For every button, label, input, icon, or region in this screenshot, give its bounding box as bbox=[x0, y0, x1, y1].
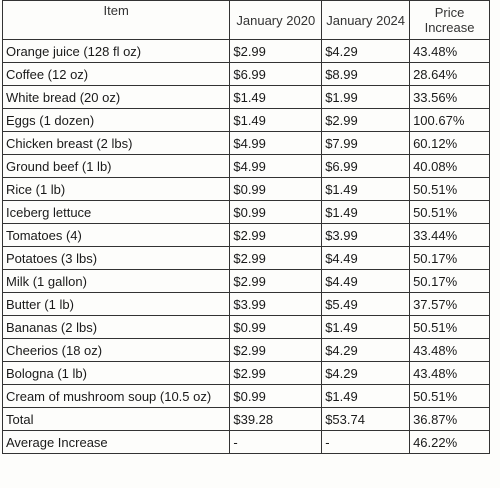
table-cell: $1.49 bbox=[321, 384, 411, 408]
table-cell: $4.49 bbox=[321, 246, 411, 270]
table-row: Tomatoes (4) $2.99 $3.99 33.44% bbox=[1, 223, 490, 247]
table-cell: $2.99 bbox=[229, 223, 323, 247]
table-cell: $1.49 bbox=[229, 85, 323, 109]
table-cell: 50.51% bbox=[409, 384, 490, 408]
table-cell: $1.99 bbox=[321, 85, 411, 109]
table-cell: $1.49 bbox=[321, 177, 411, 201]
table-row: Butter (1 lb) $3.99 $5.49 37.57% bbox=[1, 292, 490, 316]
table-cell: $7.99 bbox=[321, 131, 411, 155]
table-cell: Ground beef (1 lb) bbox=[1, 154, 231, 178]
table-cell: $4.99 bbox=[229, 131, 323, 155]
table-cell: $39.28 bbox=[229, 407, 323, 431]
table-cell: $53.74 bbox=[321, 407, 411, 431]
table-cell: $8.99 bbox=[321, 62, 411, 86]
table-cell: $5.49 bbox=[321, 292, 411, 316]
table-row: Coffee (12 oz) $6.99 $8.99 28.64% bbox=[1, 62, 490, 86]
table-cell: $2.99 bbox=[229, 246, 323, 270]
table-cell: $3.99 bbox=[229, 292, 323, 316]
table-cell: $2.99 bbox=[229, 269, 323, 293]
column-header: January 2020 bbox=[229, 0, 323, 40]
table-row: Average Increase - -46.22% bbox=[1, 430, 490, 454]
table-cell: Total bbox=[1, 407, 231, 431]
table-cell: $0.99 bbox=[229, 384, 323, 408]
table-cell: $0.99 bbox=[229, 315, 323, 339]
table-row: Eggs (1 dozen) $1.49 $2.99 100.67% bbox=[1, 108, 490, 132]
table-cell: $4.99 bbox=[229, 154, 323, 178]
table-cell: $2.99 bbox=[229, 39, 323, 63]
table-cell: 50.51% bbox=[409, 200, 490, 224]
table-cell: Iceberg lettuce bbox=[1, 200, 231, 224]
table-cell: Cream of mushroom soup (10.5 oz) bbox=[1, 384, 231, 408]
table-cell: - bbox=[321, 430, 411, 454]
table-row: White bread (20 oz) $1.49 $1.99 33.56% bbox=[1, 85, 490, 109]
table-cell: $0.99 bbox=[229, 177, 323, 201]
table-cell: Coffee (12 oz) bbox=[1, 62, 231, 86]
table-cell: $4.49 bbox=[321, 269, 411, 293]
header-row: Item January 2020 January 2024 Price Increa… bbox=[1, 0, 490, 40]
table-cell: Rice (1 lb) bbox=[1, 177, 231, 201]
table-row: Milk (1 gallon) $2.99 $4.49 50.17% bbox=[1, 269, 490, 293]
table-cell: White bread (20 oz) bbox=[1, 85, 231, 109]
table-row: Iceberg lettuce $0.99 $1.49 50.51% bbox=[1, 200, 490, 224]
table-cell: $4.29 bbox=[321, 39, 411, 63]
table-row: Rice (1 lb) $0.99 $1.49 50.51% bbox=[1, 177, 490, 201]
table-cell: Eggs (1 dozen) bbox=[1, 108, 231, 132]
table-row: Potatoes (3 lbs) $2.99 $4.49 50.17% bbox=[1, 246, 490, 270]
column-header: Price Increase bbox=[409, 0, 490, 40]
table-cell: 50.51% bbox=[409, 177, 490, 201]
table-row: Ground beef (1 lb) $4.99 $6.99 40.08% bbox=[1, 154, 490, 178]
table-cell: 50.17% bbox=[409, 269, 490, 293]
table-cell: 37.57% bbox=[409, 292, 490, 316]
table-cell: 50.51% bbox=[409, 315, 490, 339]
table-cell: $4.29 bbox=[321, 361, 411, 385]
table-cell: $3.99 bbox=[321, 223, 411, 247]
table-cell: 60.12% bbox=[409, 131, 490, 155]
table-cell: 43.48% bbox=[409, 338, 490, 362]
table-cell: 28.64% bbox=[409, 62, 490, 86]
table-cell: 36.87% bbox=[409, 407, 490, 431]
table-cell: 40.08% bbox=[409, 154, 490, 178]
table-cell: $1.49 bbox=[229, 108, 323, 132]
table-cell: 43.48% bbox=[409, 361, 490, 385]
column-header: January 2024 bbox=[321, 0, 411, 40]
table-cell: $2.99 bbox=[229, 361, 323, 385]
table-row: Orange juice (128 fl oz) $2.99 $4.29 43.48% bbox=[1, 39, 490, 63]
table-row: Bologna (1 lb) $2.99 $4.29 43.48% bbox=[1, 361, 490, 385]
table-cell: $6.99 bbox=[229, 62, 323, 86]
table-cell: Bananas (2 lbs) bbox=[1, 315, 231, 339]
table-cell: 100.67% bbox=[409, 108, 490, 132]
table-cell: $1.49 bbox=[321, 200, 411, 224]
table-cell: Chicken breast (2 lbs) bbox=[1, 131, 231, 155]
table-cell: Butter (1 lb) bbox=[1, 292, 231, 316]
table-row: Cream of mushroom soup (10.5 oz) $0.99 $1.… bbox=[1, 384, 490, 408]
table-row: Chicken breast (2 lbs) $4.99 $7.99 60.12% bbox=[1, 131, 490, 155]
table-cell: $0.99 bbox=[229, 200, 323, 224]
table-cell: $1.49 bbox=[321, 315, 411, 339]
table-cell: 46.22% bbox=[409, 430, 490, 454]
table-cell: Tomatoes (4) bbox=[1, 223, 231, 247]
table-row: Total $39.28 $53.74 36.87% bbox=[1, 407, 490, 431]
table-cell: $2.99 bbox=[229, 338, 323, 362]
table-cell: Orange juice (128 fl oz) bbox=[1, 39, 231, 63]
column-header: Item bbox=[1, 0, 231, 40]
table-cell: $2.99 bbox=[321, 108, 411, 132]
table-cell: Potatoes (3 lbs) bbox=[1, 246, 231, 270]
table-cell: Milk (1 gallon) bbox=[1, 269, 231, 293]
table-row: Bananas (2 lbs) $0.99 $1.49 50.51% bbox=[1, 315, 490, 339]
table-cell: Cheerios (18 oz) bbox=[1, 338, 231, 362]
table-cell: Bologna (1 lb) bbox=[1, 361, 231, 385]
table-cell: - bbox=[229, 430, 323, 454]
table-cell: 33.44% bbox=[409, 223, 490, 247]
table-cell: Average Increase bbox=[1, 430, 231, 454]
table-cell: $6.99 bbox=[321, 154, 411, 178]
table-cell: $4.29 bbox=[321, 338, 411, 362]
table-row: Cheerios (18 oz) $2.99 $4.29 43.48% bbox=[1, 338, 490, 362]
table-cell: 50.17% bbox=[409, 246, 490, 270]
table-cell: 43.48% bbox=[409, 39, 490, 63]
price-table: Item January 2020 January 2024 Price Increa… bbox=[1, 0, 490, 454]
table-cell: 33.56% bbox=[409, 85, 490, 109]
